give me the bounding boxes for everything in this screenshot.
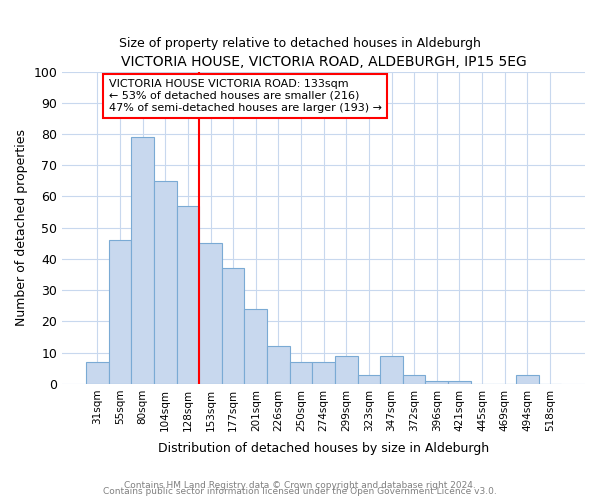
- Bar: [380, 356, 403, 384]
- Text: Size of property relative to detached houses in Aldeburgh: Size of property relative to detached ho…: [119, 38, 481, 51]
- Bar: [358, 374, 380, 384]
- Bar: [131, 137, 154, 384]
- Bar: [267, 346, 290, 384]
- Y-axis label: Number of detached properties: Number of detached properties: [15, 129, 28, 326]
- Bar: [109, 240, 131, 384]
- Bar: [425, 381, 448, 384]
- Text: Contains HM Land Registry data © Crown copyright and database right 2024.: Contains HM Land Registry data © Crown c…: [124, 481, 476, 490]
- Bar: [199, 244, 222, 384]
- Bar: [86, 362, 109, 384]
- Text: Contains public sector information licensed under the Open Government Licence v3: Contains public sector information licen…: [103, 488, 497, 496]
- Bar: [335, 356, 358, 384]
- Bar: [403, 374, 425, 384]
- Bar: [313, 362, 335, 384]
- Bar: [516, 374, 539, 384]
- Text: VICTORIA HOUSE VICTORIA ROAD: 133sqm
← 53% of detached houses are smaller (216)
: VICTORIA HOUSE VICTORIA ROAD: 133sqm ← 5…: [109, 80, 382, 112]
- Bar: [290, 362, 313, 384]
- Bar: [448, 381, 471, 384]
- Bar: [222, 268, 244, 384]
- X-axis label: Distribution of detached houses by size in Aldeburgh: Distribution of detached houses by size …: [158, 442, 489, 455]
- Title: VICTORIA HOUSE, VICTORIA ROAD, ALDEBURGH, IP15 5EG: VICTORIA HOUSE, VICTORIA ROAD, ALDEBURGH…: [121, 55, 527, 69]
- Bar: [154, 181, 176, 384]
- Bar: [244, 309, 267, 384]
- Bar: [176, 206, 199, 384]
